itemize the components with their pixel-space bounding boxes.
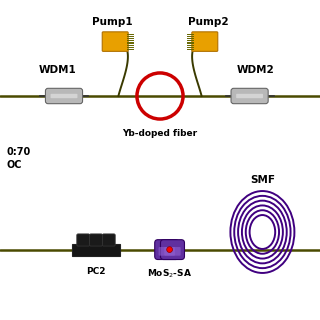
FancyBboxPatch shape: [102, 234, 115, 246]
Text: Pump1: Pump1: [92, 17, 132, 27]
FancyBboxPatch shape: [72, 244, 120, 256]
Circle shape: [167, 247, 172, 252]
FancyBboxPatch shape: [159, 247, 175, 256]
FancyBboxPatch shape: [45, 88, 83, 104]
FancyBboxPatch shape: [155, 240, 179, 260]
FancyBboxPatch shape: [192, 32, 218, 51]
Text: PC2: PC2: [86, 267, 106, 276]
FancyBboxPatch shape: [51, 94, 77, 98]
Text: SMF: SMF: [250, 175, 275, 185]
FancyBboxPatch shape: [90, 234, 102, 246]
Text: Pump2: Pump2: [188, 17, 228, 27]
FancyBboxPatch shape: [164, 247, 181, 256]
Text: WDM1: WDM1: [39, 65, 76, 75]
Text: Yb-doped fiber: Yb-doped fiber: [123, 129, 197, 138]
Text: WDM2: WDM2: [237, 65, 275, 75]
Text: 0:70: 0:70: [6, 147, 31, 157]
Text: OC: OC: [6, 160, 22, 170]
FancyBboxPatch shape: [236, 94, 263, 98]
FancyBboxPatch shape: [161, 240, 185, 260]
FancyBboxPatch shape: [77, 234, 90, 246]
FancyBboxPatch shape: [102, 32, 128, 51]
FancyBboxPatch shape: [231, 88, 268, 104]
Text: MoS$_2$-SA: MoS$_2$-SA: [147, 267, 192, 280]
